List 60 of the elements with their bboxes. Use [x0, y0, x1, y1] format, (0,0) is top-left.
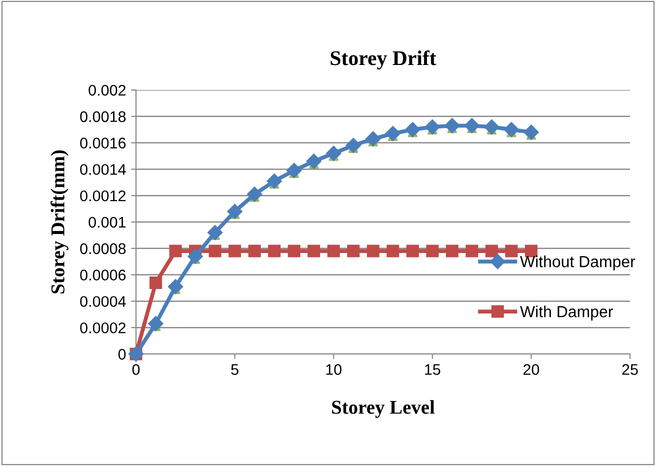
point [366, 244, 380, 258]
x-tick-label: 25 [622, 364, 638, 375]
point [228, 244, 242, 258]
point [266, 174, 282, 189]
x-tick-label: 5 [231, 364, 238, 375]
point [169, 244, 182, 258]
x-tick-label: 20 [523, 364, 540, 375]
point [246, 186, 262, 202]
point [148, 316, 164, 332]
point [150, 276, 162, 289]
point [524, 124, 539, 140]
point [208, 244, 222, 258]
point [327, 244, 340, 258]
y-tick-label: 0 [118, 348, 126, 360]
point [207, 224, 223, 240]
point [308, 244, 320, 258]
y-tick-label: 0.0008 [80, 243, 126, 254]
y-tick-label: 0.0006 [80, 270, 126, 280]
point [326, 146, 342, 161]
y-tick-label: 0.0002 [80, 322, 126, 334]
point [444, 118, 460, 134]
y-tick-label: 0.0018 [80, 111, 126, 122]
point [446, 244, 458, 258]
point [366, 131, 381, 146]
point [405, 122, 420, 138]
point [306, 154, 322, 169]
point [268, 244, 281, 258]
point [286, 162, 302, 178]
legend-label: Without Damper [520, 256, 636, 270]
point [288, 244, 300, 258]
x-tick-label: 15 [425, 364, 440, 375]
y-axis-title: Storey Drift(mm) [50, 150, 68, 294]
point [426, 244, 439, 258]
point [386, 244, 400, 258]
x-tick-label: 0 [132, 364, 140, 375]
point [466, 244, 478, 258]
x-axis-title: Storey Level [332, 400, 435, 418]
point [484, 119, 500, 135]
point [385, 126, 400, 142]
point [168, 279, 184, 294]
point [505, 244, 518, 258]
y-tick-label: 0.0012 [80, 190, 126, 202]
point [504, 122, 520, 138]
legend-label: With Damper [520, 306, 613, 320]
x-tick-label: 10 [326, 364, 342, 375]
y-tick-label: 0.0016 [80, 138, 126, 148]
point [227, 204, 242, 220]
y-tick-label: 0.0014 [80, 164, 126, 175]
chart-title: Storey Drift [330, 50, 436, 70]
y-tick-label: 0.002 [88, 84, 126, 96]
point [347, 244, 360, 258]
point [248, 244, 261, 258]
point [346, 138, 361, 154]
point [188, 248, 203, 264]
point [406, 244, 419, 258]
point [485, 244, 498, 258]
point [424, 119, 440, 135]
point [464, 118, 480, 134]
y-tick-label: 0.0004 [80, 296, 126, 307]
y-tick-label: 0.001 [88, 216, 126, 228]
